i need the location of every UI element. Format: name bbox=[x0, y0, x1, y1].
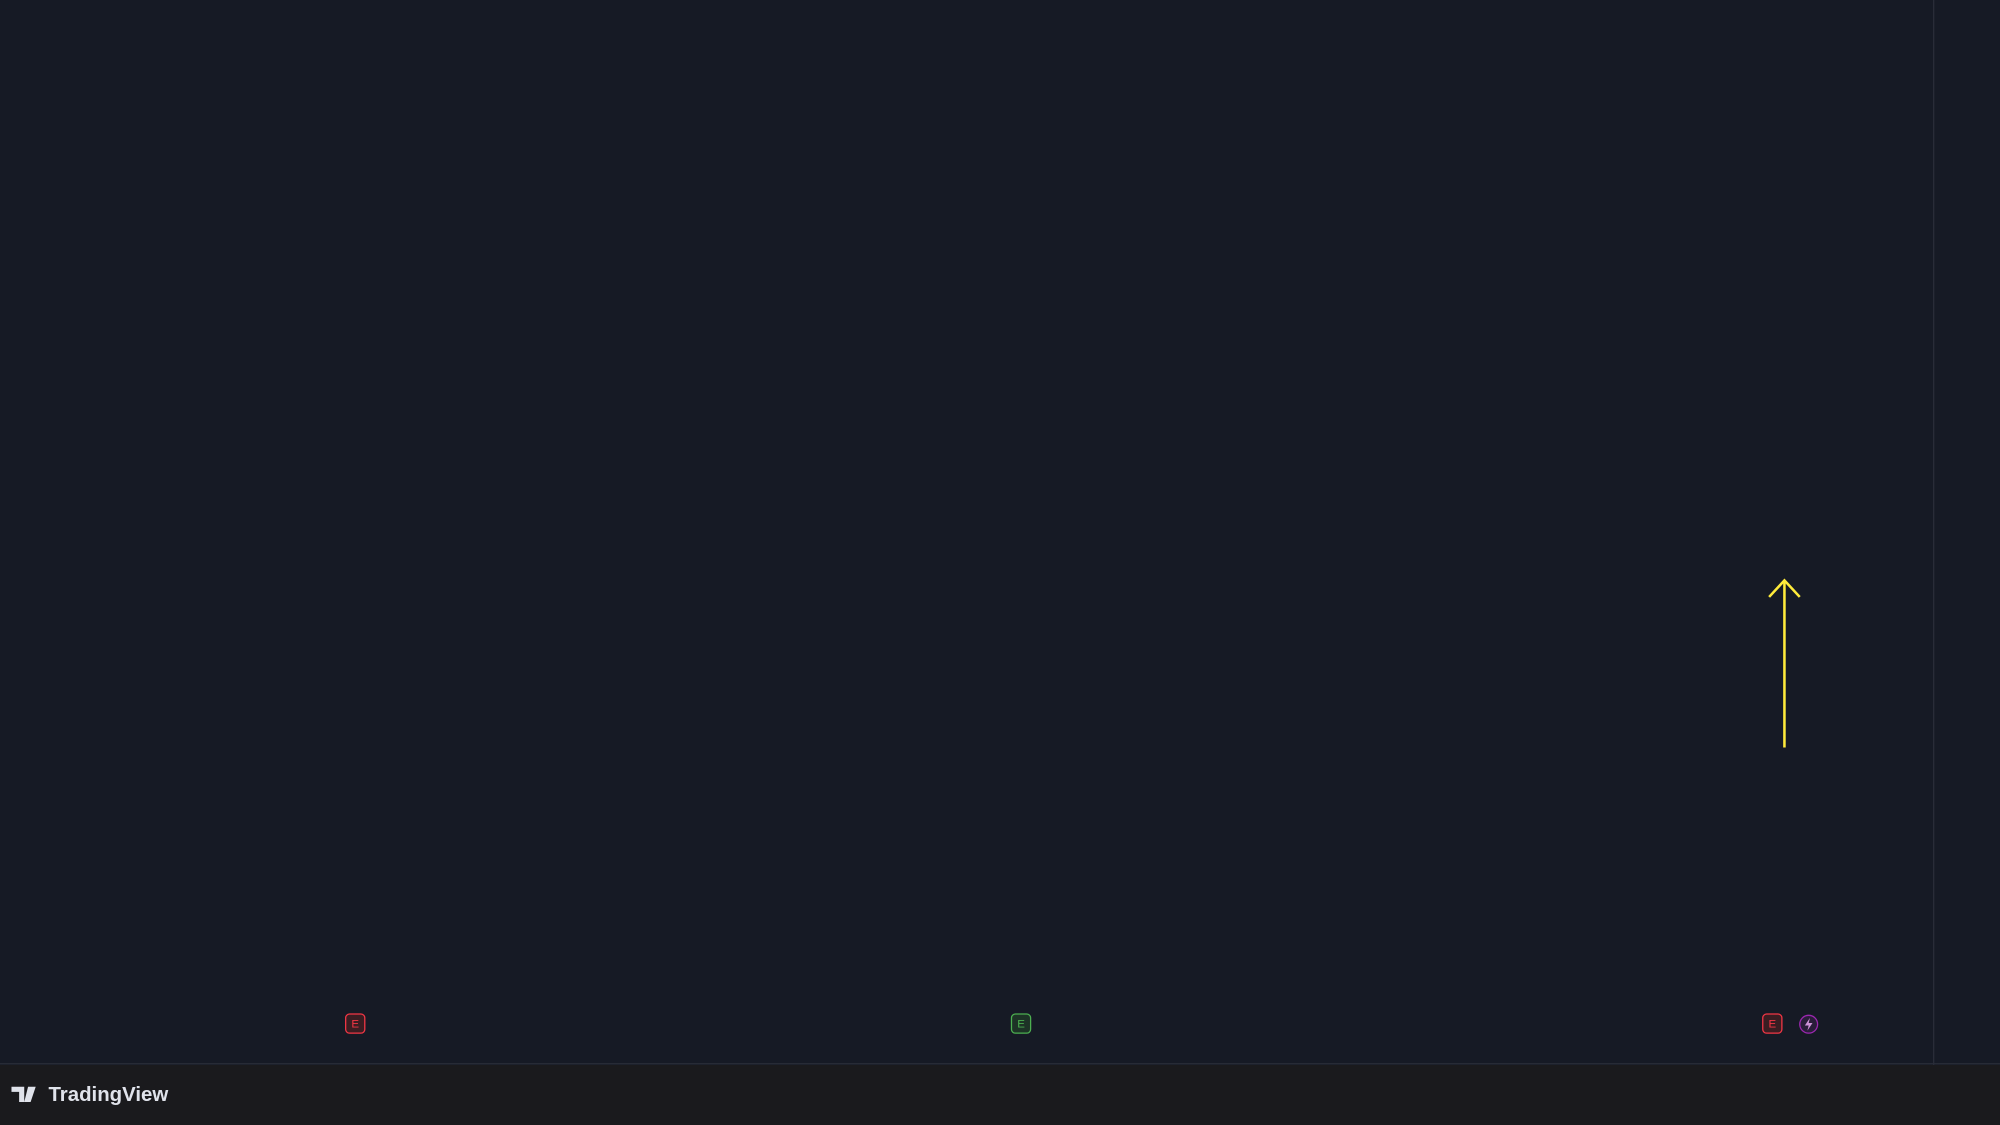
event-icon bbox=[1010, 1013, 1032, 1034]
event-icon bbox=[1762, 1013, 1783, 1034]
footer-bar bbox=[0, 1065, 2000, 1125]
event-markers: E E E bbox=[345, 1013, 1819, 1034]
brand-logo bbox=[11, 1086, 36, 1103]
event-label: E bbox=[1017, 1018, 1025, 1030]
lightning-glyph bbox=[1804, 1017, 1813, 1031]
arrow bbox=[1768, 578, 1801, 748]
event-label: E bbox=[1768, 1018, 1776, 1030]
brand-name: TradingView bbox=[48, 1084, 168, 1106]
event-label: E bbox=[351, 1018, 359, 1030]
brand: TradingView bbox=[11, 1084, 168, 1106]
arrow-head bbox=[1768, 578, 1801, 598]
event-icon bbox=[345, 1013, 366, 1034]
